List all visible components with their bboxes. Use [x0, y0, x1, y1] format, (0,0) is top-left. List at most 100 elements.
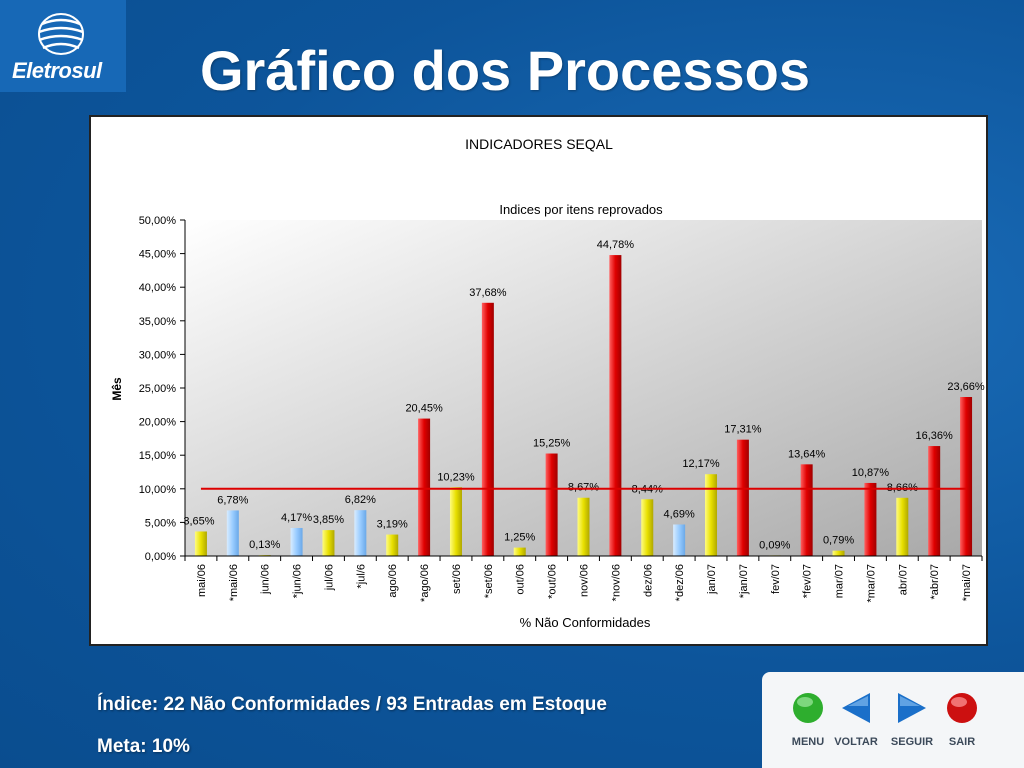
bars-group: 3,65%6,78% 0,13% 4,17% 3,85%6,82% 3,19% 20,45… — [183, 239, 985, 557]
red-circle-icon — [947, 693, 977, 723]
bar — [800, 464, 813, 556]
bar-value-label: 10,23% — [437, 471, 475, 483]
bar-value-label: 6,82% — [345, 494, 376, 506]
x-tick-label: fev/07 — [770, 564, 782, 594]
y-tick-label: 30,00% — [139, 349, 177, 361]
green-circle-icon — [793, 693, 823, 723]
x-tick-label: *fev/07 — [802, 564, 814, 598]
chart-title: INDICADORES SEQAL — [465, 136, 613, 152]
x-tick-label: *set/06 — [483, 564, 495, 598]
y-axis: 0,00% 5,00% 10,00% 15,00% 20,00% 25,00% 30,00%… — [139, 215, 186, 563]
bar-value-label: 20,45% — [405, 403, 443, 415]
bar-chart: INDICADORES SEQAL Indices por itens repr… — [110, 136, 985, 630]
x-tick-label: *abr/07 — [929, 564, 941, 599]
bar — [481, 302, 494, 556]
menu-button[interactable]: MENU — [780, 672, 836, 768]
bar — [194, 531, 207, 556]
x-tick-label: *mai/06 — [228, 564, 240, 601]
bar — [673, 524, 686, 556]
x-axis: mai/06 *mai/06 jun/06 *jun/06 jul/06 *jul/6 ag… — [184, 555, 983, 603]
bar-value-label: 16,36% — [916, 430, 954, 442]
x-tick-label: *out/06 — [547, 564, 559, 599]
chart-subtitle: Indices por itens reprovados — [499, 202, 663, 217]
bar-value-label: 3,19% — [377, 519, 408, 531]
bar-value-label: 23,66% — [947, 381, 985, 393]
bar — [896, 497, 909, 556]
y-tick-label: 45,00% — [139, 249, 177, 261]
y-tick-label: 40,00% — [139, 282, 177, 294]
x-tick-label: nov/06 — [579, 564, 591, 597]
x-tick-label: jun/06 — [260, 564, 272, 595]
y-tick-label: 25,00% — [139, 383, 177, 395]
bar — [354, 510, 367, 556]
bar-value-label: 15,25% — [533, 438, 571, 450]
arrow-right-icon — [898, 693, 926, 723]
bar-value-label: 13,64% — [788, 448, 826, 460]
globe-icon — [38, 13, 84, 55]
bar — [322, 530, 335, 556]
bar — [290, 527, 303, 556]
bar — [513, 547, 526, 556]
bar-value-label: 6,78% — [217, 494, 248, 506]
bar-value-label: 3,85% — [313, 514, 344, 526]
x-tick-label: jul/06 — [323, 564, 335, 591]
back-label: VOLTAR — [834, 736, 878, 748]
bar-value-label: 10,87% — [852, 467, 890, 479]
x-tick-label: jan/07 — [706, 564, 718, 595]
arrow-left-icon — [842, 693, 870, 723]
bar — [386, 534, 399, 556]
bar-value-label: 0,79% — [823, 535, 854, 547]
slide-title: Gráfico dos Processos — [200, 39, 811, 102]
bar-value-label: 37,68% — [469, 287, 507, 299]
bar — [641, 499, 654, 556]
chart-panel: INDICADORES SEQAL Indices por itens repr… — [89, 115, 988, 646]
exit-label: SAIR — [948, 736, 976, 748]
y-tick-label: 15,00% — [139, 450, 177, 462]
y-tick-label: 35,00% — [139, 316, 177, 328]
x-tick-label: ago/06 — [387, 564, 399, 598]
y-tick-label: 20,00% — [139, 417, 177, 429]
next-label: SEGUIR — [890, 736, 934, 748]
x-tick-label: *jan/07 — [738, 564, 750, 598]
exit-button[interactable]: SAIR — [934, 672, 990, 768]
x-tick-label: *nov/06 — [610, 564, 622, 601]
x-tick-label: *mai/07 — [961, 564, 973, 601]
bar — [705, 474, 718, 556]
x-tick-label: dez/06 — [642, 564, 654, 597]
navigation-bar: MENU VOLTAR SEGUIR SAIR — [762, 672, 1024, 768]
y-tick-label: 5,00% — [145, 517, 176, 529]
bar-value-label: 8,67% — [568, 482, 599, 494]
bar — [449, 487, 462, 556]
x-tick-label: set/06 — [451, 564, 463, 594]
x-tick-label: abr/07 — [897, 564, 909, 595]
x-tick-label: *jul/6 — [355, 564, 367, 588]
bar — [418, 418, 431, 556]
bar-value-label: 12,17% — [682, 458, 720, 470]
y-tick-label: 10,00% — [139, 484, 177, 496]
bar-value-label: 3,65% — [183, 515, 214, 527]
bar — [226, 510, 239, 556]
goal-text: Meta: 10% — [97, 736, 190, 757]
y-axis-title: Mês — [110, 377, 124, 401]
y-tick-label: 0,00% — [145, 551, 176, 563]
bar-value-label: 44,78% — [597, 239, 635, 251]
y-tick-label: 50,00% — [139, 215, 177, 227]
x-tick-label: *mar/07 — [865, 564, 877, 603]
menu-label: MENU — [791, 736, 825, 748]
bar — [864, 482, 877, 556]
x-tick-label: out/06 — [515, 564, 527, 595]
bar-value-label: 1,25% — [504, 532, 535, 544]
bar — [609, 255, 622, 556]
back-button[interactable]: VOLTAR — [828, 672, 884, 768]
index-summary-text: Índice: 22 Não Conformidades / 93 Entrad… — [97, 694, 607, 715]
bar — [545, 453, 558, 556]
x-tick-label: *dez/06 — [674, 564, 686, 601]
x-tick-label: *jun/06 — [292, 564, 304, 598]
bar-value-label: 0,09% — [759, 539, 790, 551]
x-tick-label: mai/06 — [196, 564, 208, 597]
bar-value-label: 4,17% — [281, 512, 312, 524]
bar-value-label: 17,31% — [724, 424, 762, 436]
bar — [577, 497, 590, 556]
next-button[interactable]: SEGUIR — [884, 672, 940, 768]
x-tick-label: *ago/06 — [419, 564, 431, 602]
